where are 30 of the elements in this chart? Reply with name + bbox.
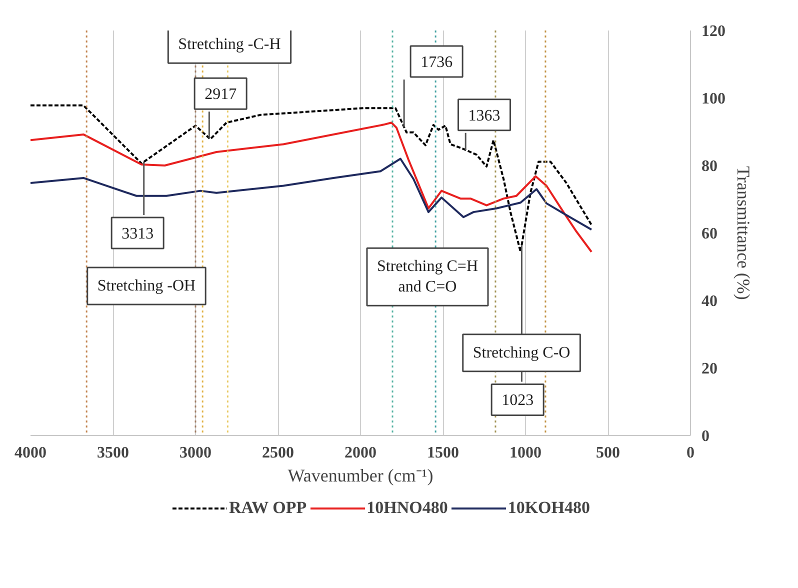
- y-tick-label: 60: [702, 226, 718, 242]
- y-tick-label: 80: [702, 158, 718, 175]
- annotation: Stretching -OH: [97, 277, 196, 294]
- y-tick-label: 40: [702, 293, 718, 310]
- legend-label: 10KOH480: [508, 498, 590, 518]
- annotation: 1023: [502, 392, 534, 410]
- x-tick-label: 2000: [344, 444, 376, 462]
- annotation: 3313: [122, 226, 154, 242]
- x-tick-label: 3000: [180, 444, 212, 462]
- annotation: 1363: [468, 107, 500, 124]
- annotation: Stretching -C-H: [178, 36, 282, 54]
- x-tick-label: 0: [686, 444, 694, 462]
- y-tick-label: 20: [702, 360, 718, 378]
- x-tick-label: 1500: [427, 444, 459, 462]
- x-tick-label: 2500: [262, 444, 294, 462]
- x-tick-label: 500: [596, 444, 620, 462]
- y-axis-title: Transmittance (%): [734, 166, 754, 300]
- x-tick-label: 4000: [14, 444, 46, 462]
- x-tick-label: 3500: [97, 444, 129, 462]
- y-tick-label: 100: [702, 90, 726, 108]
- annotation: 2917: [204, 86, 237, 104]
- y-tick-label: 120: [702, 23, 726, 40]
- x-axis-title: Wavenumber (cm⁻¹): [288, 466, 434, 486]
- annotation: Stretching C=H and C=O: [376, 258, 478, 296]
- legend-label: 10HNO480: [366, 498, 448, 518]
- y-tick-label: 0: [702, 428, 710, 445]
- annotation: 1736: [420, 54, 453, 72]
- legend-label: RAW OPP: [228, 498, 307, 518]
- annotation: Stretching C-O: [472, 344, 570, 362]
- x-tick-label: 1000: [510, 444, 542, 462]
